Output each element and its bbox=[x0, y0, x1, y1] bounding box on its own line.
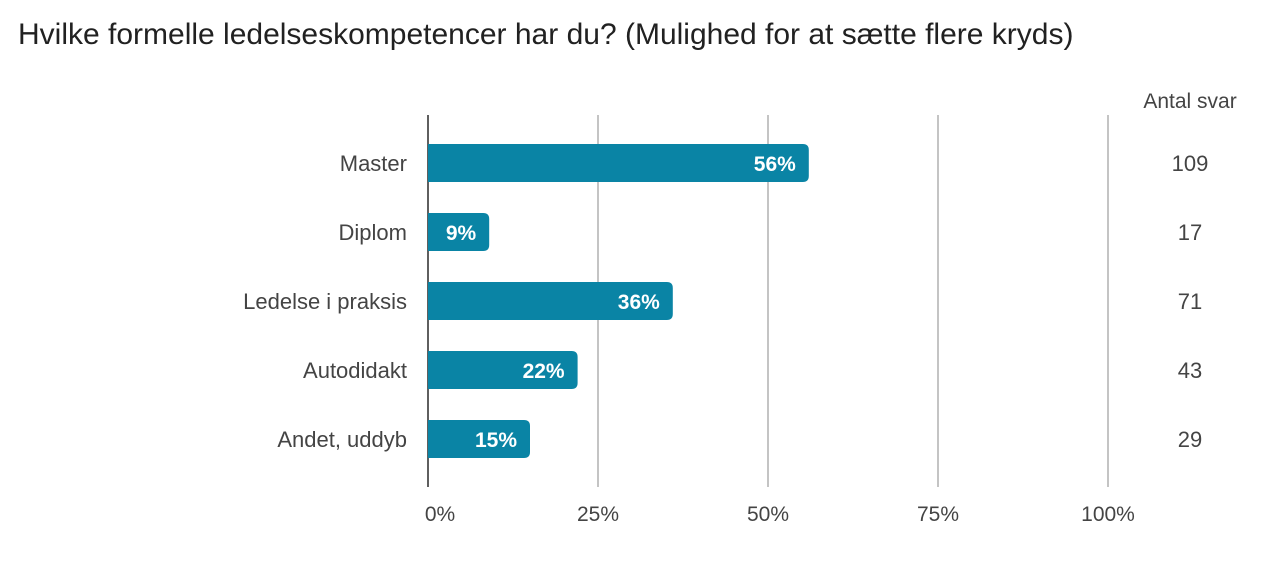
x-tick-label: 0% bbox=[425, 503, 455, 526]
category-label: Diplom bbox=[339, 220, 407, 245]
bars: 56% 9% 36% 22% 15% bbox=[428, 144, 809, 458]
count-value: 109 bbox=[1172, 151, 1209, 176]
bar bbox=[428, 351, 578, 389]
category-label: Ledelse i praksis bbox=[243, 289, 407, 314]
category-label: Andet, uddyb bbox=[277, 427, 407, 452]
count-column: Antal svar 109 17 71 43 29 bbox=[1143, 90, 1236, 452]
x-tick-label: 100% bbox=[1081, 503, 1135, 526]
counts-header: Antal svar bbox=[1143, 90, 1236, 113]
count-value: 17 bbox=[1178, 220, 1202, 245]
bar-value-label: 22% bbox=[523, 360, 565, 383]
category-labels: Master Diplom Ledelse i praksis Autodidakt A… bbox=[243, 151, 407, 452]
category-label: Master bbox=[340, 151, 407, 176]
count-value: 29 bbox=[1178, 427, 1202, 452]
count-value: 71 bbox=[1178, 289, 1202, 314]
x-tick-label: 75% bbox=[917, 503, 959, 526]
bar bbox=[428, 282, 673, 320]
bar bbox=[428, 213, 490, 251]
bar-value-label: 56% bbox=[754, 153, 796, 176]
x-tick-label: 25% bbox=[577, 503, 619, 526]
chart-title: Hvilke formelle ledelseskompetencer har … bbox=[18, 18, 1074, 51]
bar-value-label: 9% bbox=[446, 222, 477, 245]
bar bbox=[428, 144, 809, 182]
x-tick-label: 50% bbox=[747, 503, 789, 526]
category-label: Autodidakt bbox=[303, 358, 407, 383]
bar-value-label: 15% bbox=[475, 429, 517, 452]
count-value: 43 bbox=[1178, 358, 1202, 383]
x-tick-labels: 0% 25% 50% 75% 100% bbox=[425, 503, 1135, 526]
bar bbox=[428, 420, 530, 458]
bar-value-label: 36% bbox=[618, 291, 660, 314]
